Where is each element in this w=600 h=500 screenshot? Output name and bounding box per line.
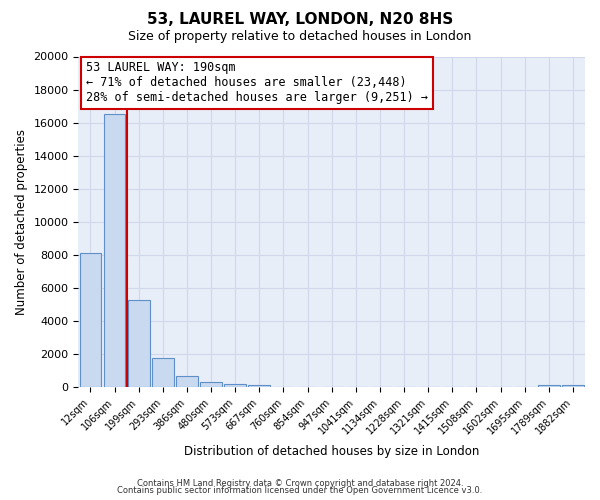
Bar bbox=[80, 254, 101, 387]
Bar bbox=[224, 384, 246, 387]
Text: 53, LAUREL WAY, LONDON, N20 8HS: 53, LAUREL WAY, LONDON, N20 8HS bbox=[147, 12, 453, 28]
Bar bbox=[128, 300, 149, 387]
Text: Size of property relative to detached houses in London: Size of property relative to detached ho… bbox=[128, 30, 472, 43]
Bar bbox=[104, 114, 125, 387]
Text: Contains HM Land Registry data © Crown copyright and database right 2024.: Contains HM Land Registry data © Crown c… bbox=[137, 478, 463, 488]
Y-axis label: Number of detached properties: Number of detached properties bbox=[15, 129, 28, 315]
Text: 53 LAUREL WAY: 190sqm
← 71% of detached houses are smaller (23,448)
28% of semi-: 53 LAUREL WAY: 190sqm ← 71% of detached … bbox=[86, 62, 428, 104]
Text: Contains public sector information licensed under the Open Government Licence v3: Contains public sector information licen… bbox=[118, 486, 482, 495]
Bar bbox=[562, 384, 584, 387]
Bar bbox=[248, 385, 270, 387]
Bar bbox=[176, 376, 198, 387]
X-axis label: Distribution of detached houses by size in London: Distribution of detached houses by size … bbox=[184, 444, 479, 458]
Bar bbox=[200, 382, 222, 387]
Bar bbox=[152, 358, 173, 387]
Bar bbox=[538, 384, 560, 387]
